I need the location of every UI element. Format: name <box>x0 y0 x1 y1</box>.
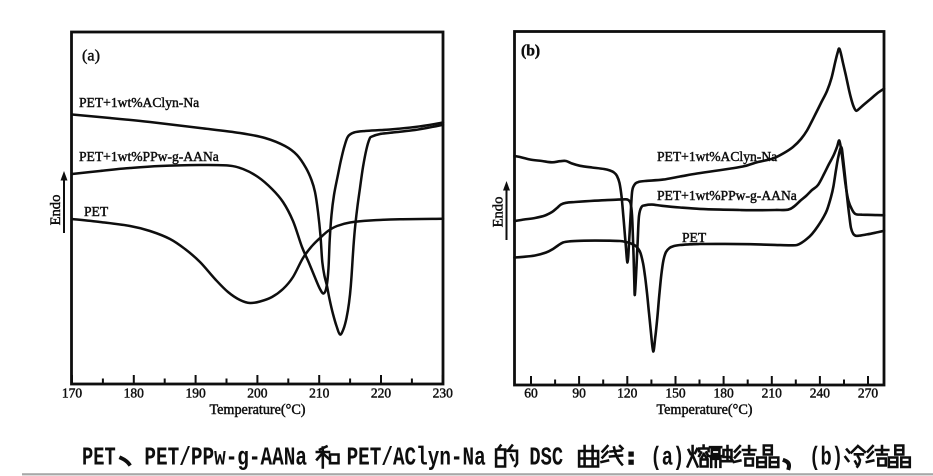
svg-text:220: 220 <box>371 386 392 401</box>
svg-text:150: 150 <box>665 386 686 401</box>
svg-text:DSC: DSC <box>529 443 563 473</box>
svg-text:190: 190 <box>185 386 206 401</box>
svg-text:(a): (a) <box>651 443 685 473</box>
svg-text:240: 240 <box>810 386 831 401</box>
svg-text:90: 90 <box>572 386 586 401</box>
svg-text:270: 270 <box>858 386 879 401</box>
svg-text:PET+1wt%PPw-g-AANa: PET+1wt%PPw-g-AANa <box>657 188 797 203</box>
svg-text:200: 200 <box>247 386 268 401</box>
svg-text:Temperature(°C): Temperature(°C) <box>209 402 305 418</box>
svg-text:180: 180 <box>713 386 734 401</box>
svg-text:Endo: Endo <box>490 197 506 228</box>
svg-text:60: 60 <box>524 386 538 401</box>
svg-text:PET/AClyn-Na: PET/AClyn-Na <box>347 443 486 473</box>
svg-text:Temperature(°C): Temperature(°C) <box>656 402 752 418</box>
svg-text:(b): (b) <box>521 43 540 60</box>
svg-text:170: 170 <box>62 386 83 401</box>
svg-text:PET: PET <box>84 204 109 219</box>
svg-text:210: 210 <box>762 386 783 401</box>
svg-text:PET: PET <box>82 443 116 473</box>
svg-text:180: 180 <box>124 386 145 401</box>
svg-text:210: 210 <box>309 386 330 401</box>
svg-text:120: 120 <box>617 386 638 401</box>
svg-text:(a): (a) <box>82 47 100 65</box>
svg-text:Endo: Endo <box>48 195 64 226</box>
svg-text:230: 230 <box>433 386 454 401</box>
svg-text:PET+1wt%PPw-g-AANa: PET+1wt%PPw-g-AANa <box>79 149 219 164</box>
svg-text:PET: PET <box>682 230 707 245</box>
svg-text:PET+1wt%AClyn-Na: PET+1wt%AClyn-Na <box>657 149 777 164</box>
svg-text:(b): (b) <box>809 443 843 473</box>
svg-text:PET/PPw-g-AANa: PET/PPw-g-AANa <box>144 443 307 473</box>
svg-text:PET+1wt%AClyn-Na: PET+1wt%AClyn-Na <box>79 95 199 110</box>
